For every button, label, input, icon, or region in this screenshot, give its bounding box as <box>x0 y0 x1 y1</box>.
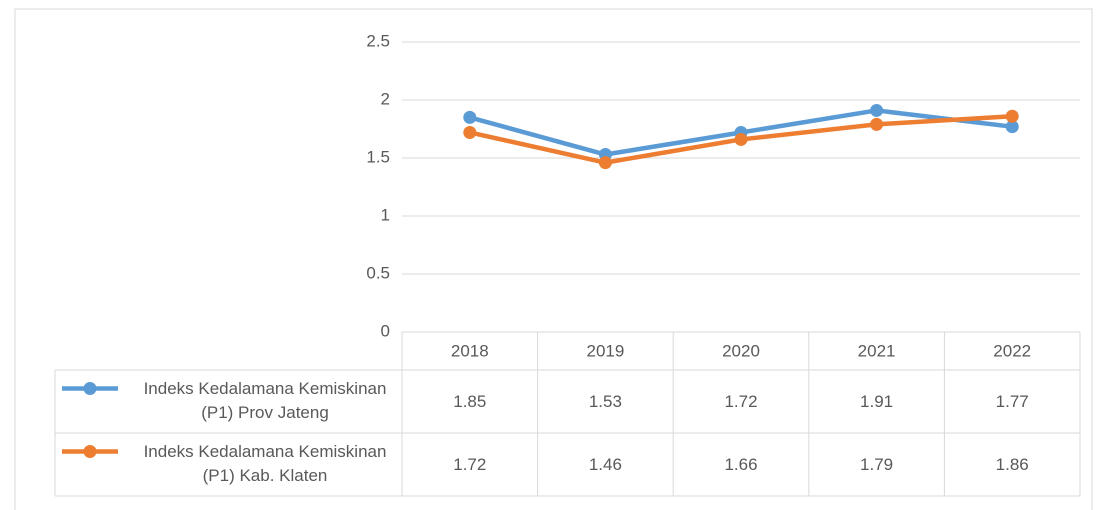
legend-label: Indeks Kedalamana Kemiskinan (P1) Prov J… <box>143 378 387 422</box>
marker <box>1005 120 1019 134</box>
legend-label: Indeks Kedalamana Kemiskinan (P1) Kab. K… <box>143 441 387 485</box>
y-tick-label: 2.5 <box>366 31 390 50</box>
chart-border <box>14 8 1093 510</box>
table-value: 1.91 <box>860 392 893 411</box>
marker <box>463 125 477 139</box>
legend-marker <box>83 445 97 458</box>
marker <box>598 156 612 170</box>
marker <box>870 103 884 117</box>
y-tick-label: 0.5 <box>366 263 390 282</box>
marker <box>734 132 748 146</box>
marker <box>870 117 884 131</box>
table-value: 1.85 <box>453 392 486 411</box>
x-tick-label: 2021 <box>858 341 896 360</box>
table-value: 1.66 <box>724 455 757 474</box>
y-tick-label: 1 <box>381 205 390 224</box>
table-value: 1.86 <box>996 455 1029 474</box>
x-tick-label: 2019 <box>586 341 624 360</box>
legend-marker <box>83 382 97 395</box>
marker <box>1005 109 1019 123</box>
y-tick-label: 2 <box>381 89 390 108</box>
y-tick-label: 1.5 <box>366 147 390 166</box>
x-tick-label: 2020 <box>722 341 760 360</box>
x-tick-label: 2018 <box>451 341 489 360</box>
x-tick-label: 2022 <box>993 341 1031 360</box>
table-value: 1.72 <box>724 392 757 411</box>
table-value: 1.79 <box>860 455 893 474</box>
table-value: 1.46 <box>589 455 622 474</box>
table-value: 1.72 <box>453 455 486 474</box>
y-tick-label: 0 <box>381 321 390 340</box>
table-value: 1.53 <box>589 392 622 411</box>
table-value: 1.77 <box>996 392 1029 411</box>
marker <box>463 110 477 124</box>
